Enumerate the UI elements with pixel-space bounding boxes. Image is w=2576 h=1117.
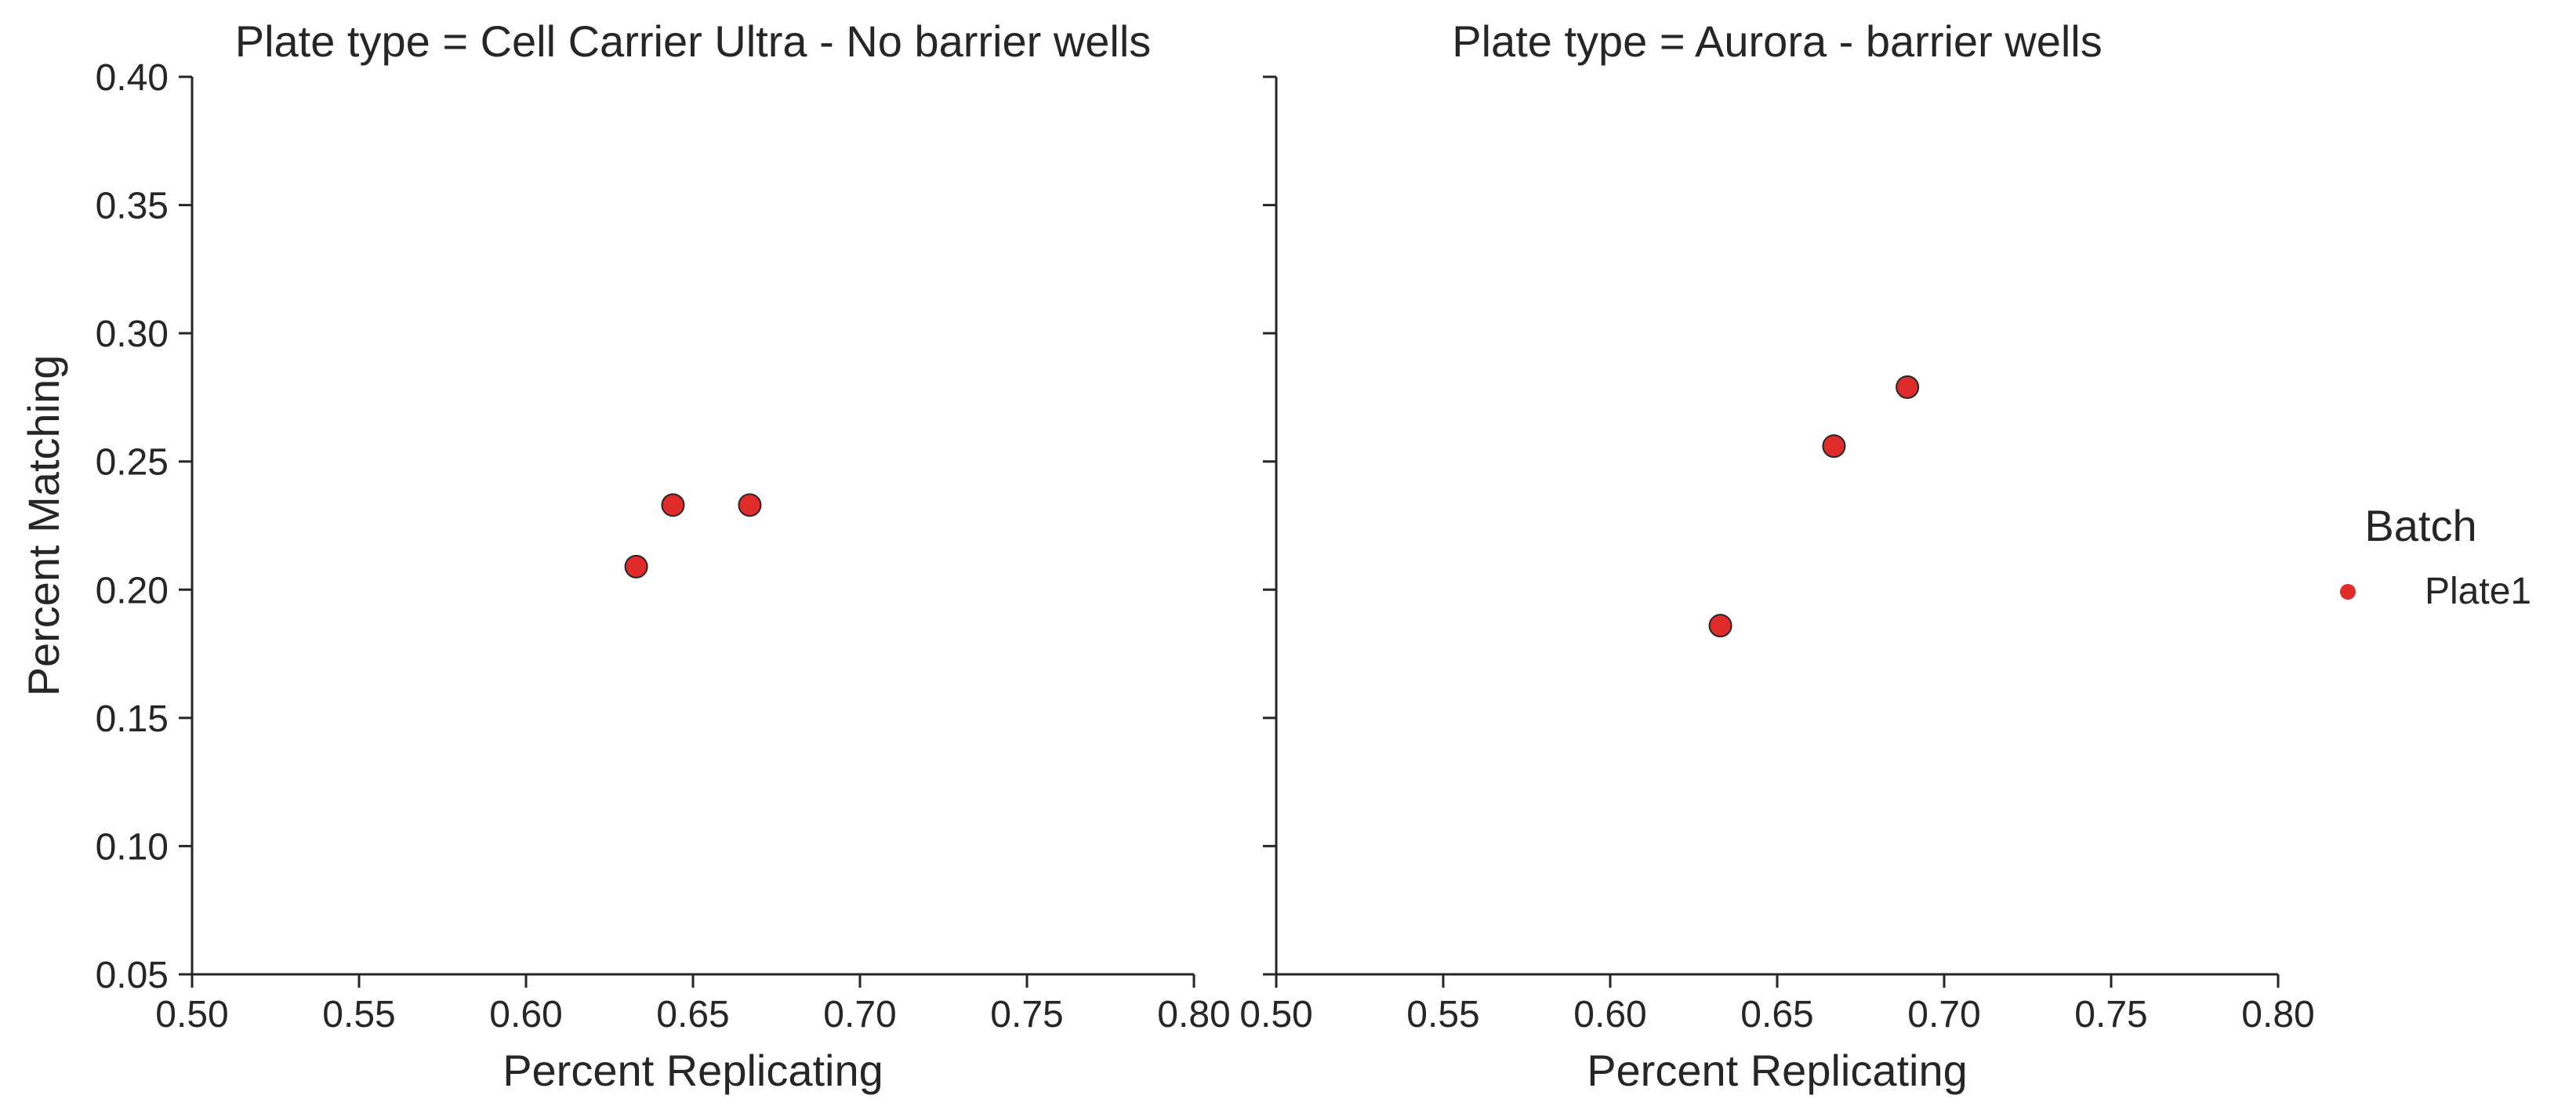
legend: Batch Plate1 — [2340, 501, 2531, 612]
x-tick-label: 0.70 — [1907, 994, 1980, 1035]
y-tick-label: 0.05 — [96, 955, 169, 996]
panel-cell-carrier-ultra: Plate type = Cell Carrier Ultra - No bar… — [96, 16, 1231, 1035]
x-axis-label: Percent Replicating — [1587, 1046, 1968, 1095]
data-point — [1896, 375, 1920, 399]
y-axis-label: Percent Matching — [19, 355, 68, 697]
y-tick-label: 0.15 — [96, 698, 169, 740]
panel-aurora: Plate type = Aurora - barrier wells 0.50… — [1239, 16, 2314, 1035]
data-point — [624, 554, 648, 578]
y-tick-label: 0.20 — [96, 570, 169, 611]
data-point — [738, 493, 762, 517]
x-tick-label: 0.55 — [322, 994, 395, 1035]
y-tick-label: 0.30 — [96, 314, 169, 355]
legend-title: Batch — [2364, 501, 2476, 550]
x-tick-label: 0.50 — [155, 994, 228, 1035]
x-tick-label: 0.60 — [489, 994, 562, 1035]
x-tick-label: 0.60 — [1573, 994, 1646, 1035]
legend-label: Plate1 — [2425, 571, 2531, 612]
x-tick-label: 0.80 — [2241, 994, 2314, 1035]
x-tick-label: 0.70 — [823, 994, 896, 1035]
y-tick-label: 0.40 — [96, 57, 169, 99]
x-tick-label: 0.65 — [1740, 994, 1813, 1035]
data-point — [661, 493, 685, 517]
data-point — [1822, 434, 1846, 459]
y-tick-label: 0.35 — [96, 186, 169, 227]
x-tick-label: 0.50 — [1239, 994, 1312, 1035]
y-tick-label: 0.25 — [96, 442, 169, 484]
data-point — [1708, 614, 1732, 638]
y-tick-label: 0.10 — [96, 826, 169, 868]
panel-title: Plate type = Aurora - barrier wells — [1452, 16, 2102, 66]
x-axis-label: Percent Replicating — [503, 1046, 883, 1095]
x-tick-label: 0.65 — [656, 994, 729, 1035]
x-tick-label: 0.55 — [1406, 994, 1479, 1035]
x-tick-label: 0.80 — [1157, 994, 1230, 1035]
x-tick-label: 0.75 — [2074, 994, 2147, 1035]
legend-marker — [2340, 584, 2356, 600]
x-tick-label: 0.75 — [990, 994, 1063, 1035]
panel-title: Plate type = Cell Carrier Ultra - No bar… — [235, 16, 1152, 66]
